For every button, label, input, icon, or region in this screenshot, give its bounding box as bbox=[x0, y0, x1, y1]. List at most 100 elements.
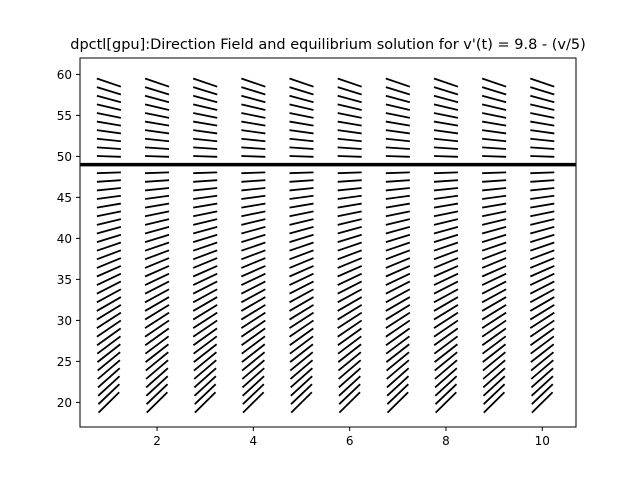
slope-segment bbox=[337, 103, 362, 111]
slope-segment bbox=[337, 249, 362, 261]
slope-segment bbox=[241, 249, 266, 261]
slope-segment bbox=[385, 202, 410, 209]
slope-segment bbox=[241, 112, 266, 119]
slope-segment bbox=[241, 218, 266, 226]
slope-segment bbox=[96, 179, 121, 183]
slope-segment bbox=[192, 311, 218, 329]
slope-segment bbox=[289, 335, 314, 355]
slope-segment bbox=[241, 155, 266, 158]
slope-segment bbox=[385, 280, 411, 295]
slope-segment bbox=[433, 218, 459, 226]
chart-title: dpctl[gpu]:Direction Field and equilibri… bbox=[70, 37, 586, 53]
slope-segment bbox=[337, 343, 362, 363]
slope-segment bbox=[96, 265, 122, 278]
slope-segment bbox=[96, 311, 122, 329]
slope-segment bbox=[482, 146, 507, 150]
slope-segment bbox=[386, 351, 410, 372]
slope-segment bbox=[144, 179, 170, 183]
axes: 2 4 6 8 10 20 25 30 35 40 45 50 55 60 bbox=[57, 57, 577, 448]
slope-segment bbox=[240, 288, 266, 304]
slope-segment bbox=[144, 129, 170, 135]
slope-segment bbox=[96, 202, 122, 209]
slope-segment bbox=[337, 241, 362, 252]
slope-segment bbox=[193, 129, 218, 135]
slope-segment bbox=[96, 304, 122, 321]
slope-segment bbox=[289, 210, 314, 218]
slope-segment bbox=[337, 202, 362, 209]
slope-segment bbox=[290, 391, 313, 414]
slope-segment bbox=[529, 280, 555, 295]
slope-segment bbox=[144, 146, 170, 150]
slope-segment bbox=[385, 86, 411, 96]
slope-segment bbox=[337, 288, 363, 304]
slope-segment bbox=[241, 94, 266, 104]
slope-segment bbox=[193, 375, 217, 397]
slope-segment bbox=[242, 383, 265, 405]
slope-segment bbox=[192, 77, 218, 88]
slope-segment bbox=[192, 103, 218, 111]
slope-segment bbox=[145, 155, 170, 158]
slope-segment bbox=[289, 146, 314, 150]
slope-segment bbox=[481, 272, 507, 286]
slope-segment bbox=[240, 304, 266, 321]
slope-segment bbox=[289, 304, 314, 321]
slope-segment bbox=[530, 202, 555, 209]
slope-segment bbox=[193, 137, 218, 143]
slope-segment bbox=[289, 112, 314, 119]
slope-segment bbox=[144, 311, 170, 329]
slope-segment bbox=[337, 335, 362, 355]
slope-segment bbox=[482, 367, 506, 389]
slope-segment bbox=[385, 94, 411, 104]
slope-segment bbox=[96, 257, 122, 269]
slope-segment bbox=[144, 103, 170, 111]
slope-segment bbox=[385, 296, 411, 312]
slope-segment bbox=[433, 241, 459, 252]
slope-segment bbox=[385, 218, 411, 226]
slope-segment bbox=[385, 319, 411, 338]
slope-segment bbox=[96, 146, 121, 150]
slope-segment bbox=[530, 86, 555, 96]
slope-segment bbox=[144, 112, 170, 119]
slope-segment bbox=[482, 179, 507, 183]
slope-segment bbox=[289, 218, 314, 226]
slope-segment bbox=[241, 179, 266, 183]
slope-segment bbox=[241, 343, 266, 363]
slope-segment bbox=[96, 129, 122, 135]
slope-segment bbox=[337, 77, 362, 88]
slope-segment bbox=[289, 249, 314, 261]
slope-segment bbox=[96, 296, 122, 312]
slope-segment bbox=[433, 265, 459, 278]
slope-segment bbox=[144, 210, 170, 218]
slope-segment bbox=[385, 194, 410, 200]
slope-segment bbox=[481, 94, 507, 104]
slope-segment bbox=[193, 179, 218, 183]
slope-segment bbox=[240, 272, 266, 286]
slope-segment bbox=[289, 226, 314, 235]
slope-segment bbox=[433, 335, 459, 355]
slope-segment bbox=[385, 179, 410, 183]
slope-segment bbox=[96, 218, 122, 226]
slope-segment bbox=[433, 311, 459, 329]
slope-segment bbox=[240, 311, 266, 329]
slope-segment bbox=[192, 304, 218, 321]
x-tick-label: 10 bbox=[535, 434, 550, 448]
slope-segment bbox=[529, 304, 555, 321]
slope-segment bbox=[241, 194, 266, 200]
slope-segment bbox=[337, 218, 362, 226]
slope-segment bbox=[385, 249, 411, 261]
slope-segment bbox=[385, 77, 411, 88]
slope-segment bbox=[482, 375, 506, 397]
slope-segment bbox=[530, 343, 555, 363]
slope-segment bbox=[289, 194, 314, 200]
slope-segment bbox=[96, 112, 122, 119]
slope-segment bbox=[145, 383, 169, 405]
slope-segment bbox=[96, 327, 122, 346]
slope-segment bbox=[337, 327, 362, 346]
slope-segment bbox=[529, 265, 555, 278]
slope-segment bbox=[337, 171, 362, 175]
slope-segment bbox=[240, 280, 266, 295]
slope-segment bbox=[241, 210, 266, 218]
slope-segment bbox=[530, 226, 555, 235]
slope-segment bbox=[144, 265, 170, 278]
